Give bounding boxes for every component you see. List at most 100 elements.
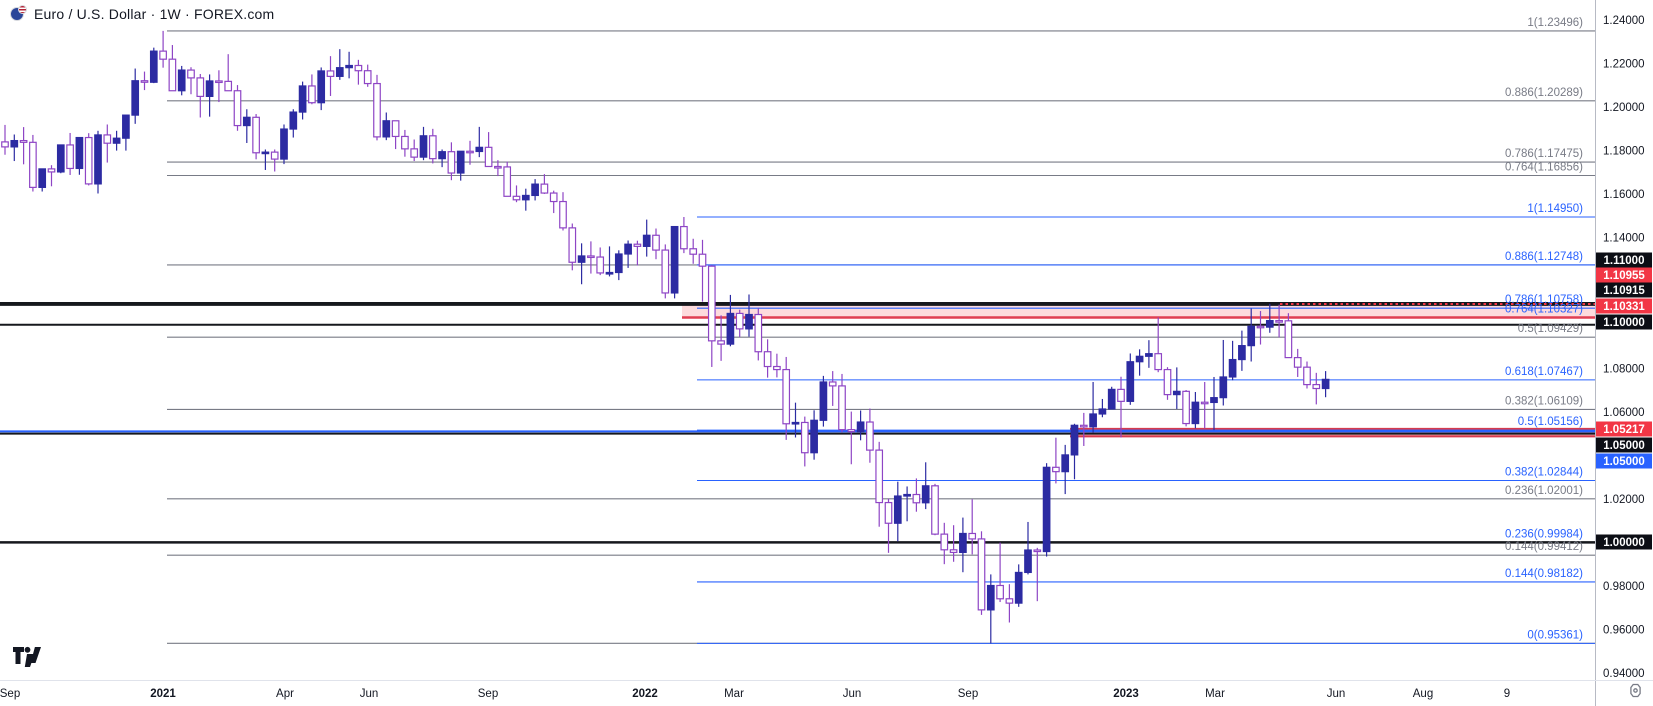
candle[interactable]	[47, 165, 56, 187]
candle[interactable]	[484, 132, 493, 168]
candle[interactable]	[791, 402, 800, 438]
candle[interactable]	[1293, 348, 1302, 377]
candle[interactable]	[1172, 367, 1181, 409]
candle[interactable]	[103, 124, 112, 163]
candle[interactable]	[1163, 367, 1172, 400]
symbol-title-bar[interactable]: Euro / U.S. Dollar · 1W · FOREX.com	[10, 5, 274, 22]
candle[interactable]	[410, 139, 419, 162]
candle[interactable]	[1135, 349, 1144, 376]
candle[interactable]	[438, 149, 446, 168]
candle[interactable]	[122, 114, 130, 151]
candle[interactable]	[56, 144, 65, 174]
candle[interactable]	[549, 190, 558, 214]
candle[interactable]	[1210, 376, 1218, 431]
candle[interactable]	[149, 47, 158, 84]
candle[interactable]	[875, 441, 884, 527]
candle[interactable]	[1089, 381, 1097, 433]
candle[interactable]	[1126, 353, 1135, 405]
price-tag[interactable]: 1.10331	[1596, 298, 1652, 314]
candle[interactable]	[605, 246, 614, 277]
horizontal-rays[interactable]	[0, 301, 1595, 544]
price-axis[interactable]: 1.24000 1.22000 1.20000 1.18000 1.16000 1.140…	[1595, 0, 1653, 706]
candle[interactable]	[624, 240, 632, 268]
candlestick-series[interactable]	[1, 30, 1330, 644]
candle[interactable]	[1303, 361, 1311, 389]
time-axis[interactable]: Sep 2021 Apr Jun Sep 2022 Mar Jun Sep 2023 Mar Jun A…	[0, 680, 1653, 706]
price-tag[interactable]: 1.05000	[1596, 453, 1652, 469]
candle[interactable]	[345, 51, 353, 79]
candle[interactable]	[1200, 381, 1209, 429]
candle[interactable]	[391, 120, 400, 150]
candle[interactable]	[1033, 547, 1042, 602]
candle[interactable]	[996, 542, 1004, 603]
candle[interactable]	[1191, 391, 1200, 429]
candle[interactable]	[1228, 340, 1237, 381]
candle[interactable]	[745, 294, 753, 337]
candle[interactable]	[680, 216, 688, 254]
candle[interactable]	[763, 339, 772, 378]
price-tag[interactable]: 1.10955	[1596, 267, 1652, 283]
candle[interactable]	[326, 56, 335, 96]
candle[interactable]	[1312, 372, 1321, 405]
candle[interactable]	[828, 371, 837, 406]
candle[interactable]	[168, 45, 177, 92]
candle[interactable]	[531, 179, 539, 201]
candle[interactable]	[670, 225, 679, 299]
candle[interactable]	[521, 188, 530, 211]
candle[interactable]	[29, 134, 37, 192]
candle[interactable]	[940, 522, 949, 565]
candle[interactable]	[540, 174, 549, 194]
candle[interactable]	[847, 411, 856, 465]
candle[interactable]	[856, 410, 865, 441]
candle[interactable]	[428, 128, 437, 164]
candle[interactable]	[317, 67, 326, 111]
candle[interactable]	[1098, 398, 1107, 418]
candle[interactable]	[1070, 423, 1079, 480]
candle[interactable]	[466, 140, 474, 165]
candle[interactable]	[66, 132, 74, 175]
candle[interactable]	[354, 59, 363, 85]
candle[interactable]	[1052, 437, 1060, 484]
resistance-zone-1.103-1.110[interactable]	[682, 303, 1595, 318]
candle[interactable]	[382, 112, 391, 141]
candle[interactable]	[401, 129, 409, 157]
candle[interactable]	[800, 416, 809, 467]
candle[interactable]	[1275, 304, 1283, 338]
candle[interactable]	[577, 243, 586, 285]
candle[interactable]	[75, 136, 84, 175]
candle[interactable]	[754, 308, 763, 361]
candle[interactable]	[1219, 339, 1228, 406]
candle[interactable]	[419, 126, 428, 161]
candle[interactable]	[921, 462, 930, 510]
candle[interactable]	[977, 531, 986, 615]
candle[interactable]	[373, 74, 381, 141]
candle[interactable]	[270, 149, 279, 172]
candle[interactable]	[568, 223, 577, 271]
candle[interactable]	[1117, 376, 1125, 438]
candle[interactable]	[912, 478, 921, 512]
candle[interactable]	[1154, 317, 1163, 373]
candle[interactable]	[661, 244, 670, 299]
candle[interactable]	[810, 410, 818, 460]
candle[interactable]	[252, 114, 260, 160]
candle[interactable]	[335, 49, 344, 80]
candle[interactable]	[363, 64, 372, 87]
candle[interactable]	[633, 240, 642, 266]
candle[interactable]	[242, 109, 251, 143]
candle[interactable]	[1061, 444, 1070, 495]
candle[interactable]	[866, 408, 874, 463]
price-tag[interactable]: 1.05000	[1596, 437, 1652, 453]
candle[interactable]	[1182, 390, 1190, 427]
candle[interactable]	[1107, 386, 1116, 410]
candle[interactable]	[717, 315, 725, 361]
candle[interactable]	[707, 265, 716, 367]
candle[interactable]	[735, 309, 744, 337]
candle[interactable]	[652, 228, 660, 260]
candle[interactable]	[289, 109, 298, 138]
candle[interactable]	[1079, 412, 1088, 446]
candle[interactable]	[689, 238, 698, 264]
price-tag[interactable]: 1.00000	[1596, 534, 1652, 550]
candle[interactable]	[587, 241, 595, 274]
fib-blue-2022-high[interactable]	[697, 216, 1595, 644]
